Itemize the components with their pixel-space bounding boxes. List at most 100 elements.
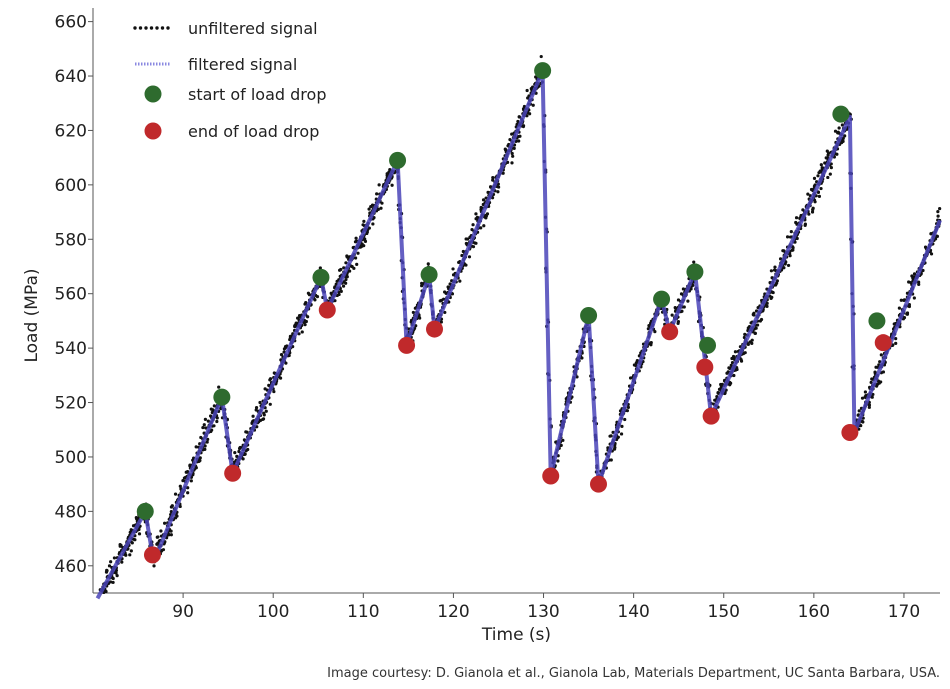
unfiltered-point — [510, 151, 514, 156]
unfiltered-point — [189, 479, 193, 483]
x-tick-label: 150 — [708, 602, 740, 622]
unfiltered-point — [912, 272, 917, 276]
unfiltered-point — [791, 248, 795, 252]
unfiltered-point — [380, 201, 384, 205]
unfiltered-point — [371, 222, 375, 226]
unfiltered-point — [692, 260, 696, 264]
x-tick-label: 140 — [617, 602, 649, 622]
unfiltered-point — [899, 298, 903, 302]
unfiltered-point — [731, 354, 736, 359]
unfiltered-point — [451, 267, 455, 271]
unfiltered-point — [197, 459, 201, 464]
unfiltered-point — [732, 373, 736, 378]
unfiltered-point — [356, 251, 360, 255]
unfiltered-point — [867, 405, 871, 409]
legend-label: start of load drop — [188, 85, 326, 104]
unfiltered-point — [217, 385, 221, 389]
unfiltered-point — [506, 160, 510, 164]
unfiltered-point — [133, 538, 137, 542]
unfiltered-point — [345, 255, 349, 259]
unfiltered-point — [620, 424, 624, 429]
unfiltered-point — [912, 296, 916, 300]
unfiltered-point — [268, 402, 272, 406]
unfiltered-point — [746, 342, 750, 346]
unfiltered-point — [111, 576, 115, 581]
legend-label: filtered signal — [188, 55, 297, 74]
end-of-load-drop-marker — [874, 334, 892, 352]
unfiltered-point — [725, 371, 729, 375]
unfiltered-point — [365, 230, 369, 234]
unfiltered-point — [210, 428, 214, 432]
unfiltered-point — [355, 262, 359, 267]
unfiltered-point — [348, 269, 352, 273]
legend-swatch-unfiltered — [149, 26, 154, 30]
end-of-load-drop-marker — [398, 336, 416, 354]
unfiltered-point — [730, 361, 735, 365]
unfiltered-point — [258, 418, 263, 422]
unfiltered-point — [208, 414, 213, 418]
unfiltered-point — [137, 532, 142, 536]
legend-label: unfiltered signal — [188, 19, 318, 38]
unfiltered-point — [609, 434, 613, 438]
end-of-load-drop-marker — [696, 358, 714, 376]
unfiltered-point — [279, 353, 284, 357]
unfiltered-point — [344, 281, 348, 285]
unfiltered-point — [752, 313, 756, 317]
end-of-load-drop-marker — [143, 546, 161, 564]
unfiltered-point — [268, 377, 273, 381]
unfiltered-point — [816, 174, 820, 178]
end-of-load-drop-marker — [702, 407, 720, 425]
unfiltered-point — [839, 141, 844, 145]
unfiltered-point — [203, 417, 208, 421]
unfiltered-point — [833, 129, 838, 133]
x-tick-label: 110 — [347, 602, 379, 622]
start-of-load-drop-marker — [213, 388, 231, 406]
start-of-load-drop-marker — [653, 290, 671, 308]
unfiltered-point — [670, 313, 674, 317]
unfiltered-point — [318, 266, 322, 270]
start-of-load-drop-marker — [534, 62, 552, 80]
unfiltered-point — [482, 224, 486, 228]
end-of-load-drop-marker — [542, 467, 560, 485]
unfiltered-point — [464, 263, 468, 267]
unfiltered-point — [938, 206, 942, 211]
legend-swatch-marker — [144, 85, 162, 103]
unfiltered-point — [819, 163, 823, 167]
unfiltered-point — [203, 447, 207, 451]
unfiltered-point — [467, 255, 472, 259]
unfiltered-point — [362, 219, 366, 223]
unfiltered-point — [902, 316, 907, 320]
unfiltered-point — [819, 186, 823, 191]
y-tick-label: 660 — [55, 13, 87, 33]
y-tick-label: 540 — [55, 339, 87, 359]
unfiltered-point — [173, 492, 178, 496]
unfiltered-point — [264, 409, 268, 413]
unfiltered-point — [816, 190, 821, 195]
unfiltered-point — [173, 516, 178, 520]
unfiltered-point — [458, 279, 462, 283]
unfiltered-point — [479, 226, 483, 230]
unfiltered-point — [626, 405, 630, 410]
unfiltered-point — [929, 252, 934, 256]
unfiltered-point — [686, 299, 690, 303]
unfiltered-point — [354, 236, 358, 240]
unfiltered-point — [379, 206, 383, 210]
unfiltered-point — [186, 491, 190, 495]
legend-swatch-unfiltered — [155, 26, 159, 30]
unfiltered-point — [376, 207, 380, 212]
unfiltered-point — [773, 265, 777, 269]
unfiltered-point — [829, 165, 833, 170]
unfiltered-point — [300, 330, 304, 334]
unfiltered-point — [272, 371, 276, 375]
unfiltered-point — [785, 235, 790, 239]
unfiltered-point — [810, 210, 815, 214]
unfiltered-point — [238, 445, 242, 450]
x-tick-label: 170 — [888, 602, 920, 622]
unfiltered-point — [873, 370, 877, 374]
end-of-load-drop-marker — [224, 464, 242, 482]
unfiltered-point — [345, 275, 349, 279]
y-tick-label: 640 — [55, 67, 87, 87]
unfiltered-point — [114, 568, 119, 573]
unfiltered-point — [215, 416, 219, 420]
legend-swatch-unfiltered — [133, 26, 137, 30]
